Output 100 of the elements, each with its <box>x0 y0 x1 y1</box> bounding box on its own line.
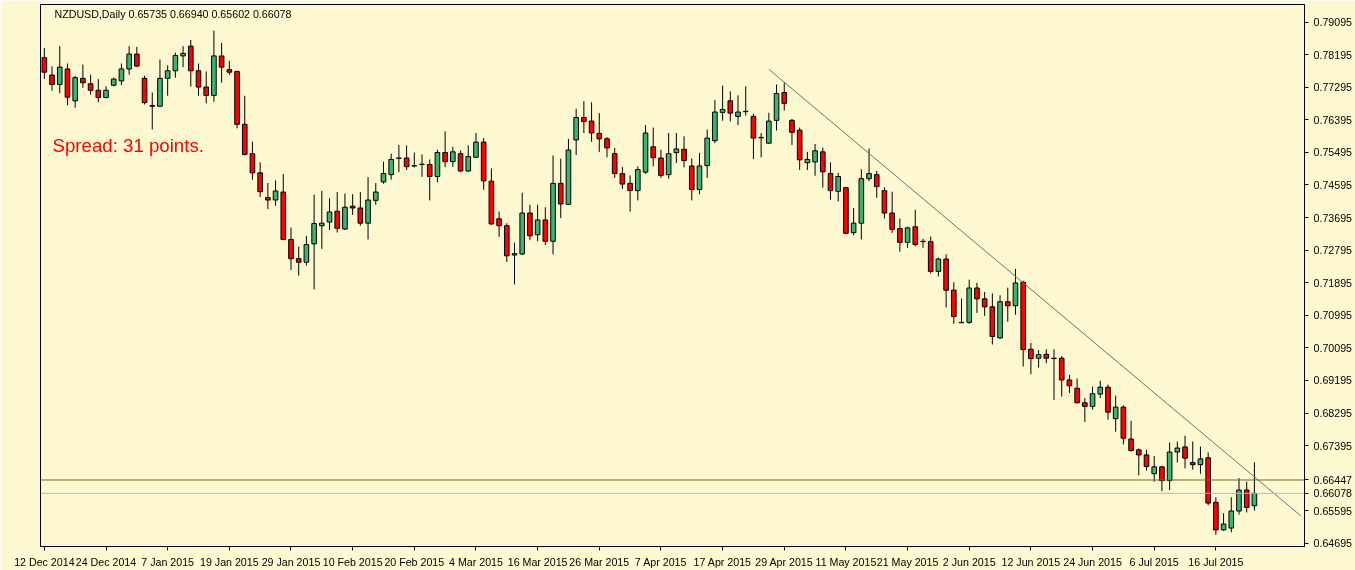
candlestick <box>581 100 587 134</box>
x-tick-label: 2 Jun 2015 <box>942 555 996 568</box>
x-tick-label: 29 Jan 2015 <box>261 555 321 568</box>
candlestick <box>866 148 872 182</box>
candlestick <box>665 132 672 180</box>
candlestick <box>604 136 610 158</box>
candlestick <box>180 45 186 68</box>
candlestick <box>218 42 225 84</box>
y-tick-label: 0.65595 <box>1313 504 1353 517</box>
candlestick <box>450 146 456 168</box>
candlestick <box>195 63 202 97</box>
candlestick <box>527 204 533 241</box>
candlestick <box>981 291 988 317</box>
candlestick <box>372 182 379 206</box>
candlestick <box>750 113 757 160</box>
candlestick <box>974 282 980 314</box>
candlestick <box>1028 342 1034 375</box>
candlestick <box>812 143 818 177</box>
chart-title: NZDUSD,Daily 0.65735 0.66940 0.65602 0.66078 <box>54 7 292 20</box>
x-tick-label: 7 Apr 2015 <box>634 555 687 568</box>
y-tick-label: 0.78195 <box>1313 48 1353 61</box>
candlestick <box>627 174 633 213</box>
y-tick-label: 0.76395 <box>1313 113 1353 126</box>
x-tick-label: 7 Jan 2015 <box>141 555 195 568</box>
candlestick <box>164 64 171 97</box>
candlestick <box>396 144 402 173</box>
candlestick <box>889 191 895 234</box>
candlestick <box>573 108 579 156</box>
candlestick <box>658 149 664 179</box>
x-tick-label: 19 Jan 2015 <box>200 555 259 568</box>
y-tick-label: 0.75495 <box>1313 146 1353 159</box>
candlestick <box>56 45 63 94</box>
ref-line-label: 0.66078 <box>1313 487 1353 500</box>
x-tick-label: 21 May 2015 <box>876 555 939 568</box>
y-tick-label: 0.72795 <box>1313 244 1353 257</box>
candlestick <box>1143 449 1150 471</box>
candlestick <box>172 52 179 79</box>
x-tick-label: 16 Mar 2015 <box>507 555 568 568</box>
candlestick <box>1089 385 1096 411</box>
candlestick <box>380 161 387 185</box>
candlestick <box>1066 374 1073 394</box>
x-tick-label: 16 Jul 2015 <box>1188 555 1244 568</box>
x-tick-label: 24 Dec 2014 <box>75 555 137 568</box>
candlestick <box>897 217 903 253</box>
candlestick <box>326 197 333 231</box>
x-tick-label: 20 Feb 2015 <box>384 555 445 568</box>
candlestick <box>80 64 86 89</box>
candlestick <box>72 75 78 109</box>
candlestick <box>288 227 294 271</box>
y-tick-label: 0.69195 <box>1313 374 1353 387</box>
candlestick <box>349 193 356 216</box>
y-tick-label: 0.79095 <box>1313 16 1353 29</box>
x-tick-label: 12 Jun 2015 <box>1001 555 1061 568</box>
ref-line-label: 0.66447 <box>1313 473 1353 486</box>
x-tick-label: 26 Mar 2015 <box>569 555 630 568</box>
y-tick-label: 0.70995 <box>1313 309 1353 322</box>
candlestick <box>203 70 210 104</box>
candlestick <box>1004 287 1011 323</box>
candlestick <box>827 161 834 201</box>
candlestick <box>126 45 132 76</box>
candlestick <box>1236 477 1242 516</box>
x-tick-label: 10 Feb 2015 <box>322 555 383 568</box>
candlestick <box>881 186 888 219</box>
x-tick-label: 6 Jul 2015 <box>1129 555 1179 568</box>
y-tick-label: 0.68295 <box>1313 407 1353 420</box>
candlestick <box>873 170 880 199</box>
x-tick-label: 17 Apr 2015 <box>693 555 752 568</box>
candlestick <box>735 94 741 126</box>
candlestick <box>1074 378 1080 404</box>
candlestick <box>496 211 502 238</box>
candlestick <box>619 166 626 190</box>
candlestick <box>1082 397 1088 423</box>
candlestick <box>511 242 518 285</box>
candlestick <box>650 127 657 167</box>
candlestick <box>1151 455 1158 483</box>
candlestick <box>673 132 680 164</box>
candlestick <box>95 78 102 103</box>
candlestick <box>835 172 842 202</box>
x-tick-label: 11 May 2015 <box>815 555 877 568</box>
candlestick <box>789 118 795 146</box>
candlestick <box>149 91 156 130</box>
x-tick-label: 24 Jun 2015 <box>1063 555 1122 568</box>
candlestick <box>696 152 703 195</box>
y-tick-label: 0.71895 <box>1313 276 1353 289</box>
candlestick <box>681 135 687 168</box>
candlestick <box>319 190 325 250</box>
candlestick <box>357 191 364 227</box>
candlestick <box>766 112 772 145</box>
x-tick-label: 29 Apr 2015 <box>755 555 813 568</box>
annotation: Spread: 31 points. <box>52 135 204 156</box>
candlestick <box>1135 447 1142 476</box>
candlestick <box>596 112 603 153</box>
candlestick <box>1012 268 1019 316</box>
y-tick-label: 0.64695 <box>1313 537 1353 550</box>
candlestick <box>473 132 479 159</box>
y-tick-label: 0.73695 <box>1313 211 1353 224</box>
y-tick-label: 0.70095 <box>1313 341 1353 354</box>
candlestick <box>588 101 595 143</box>
candlestick <box>311 194 317 290</box>
candlestick <box>819 147 826 189</box>
